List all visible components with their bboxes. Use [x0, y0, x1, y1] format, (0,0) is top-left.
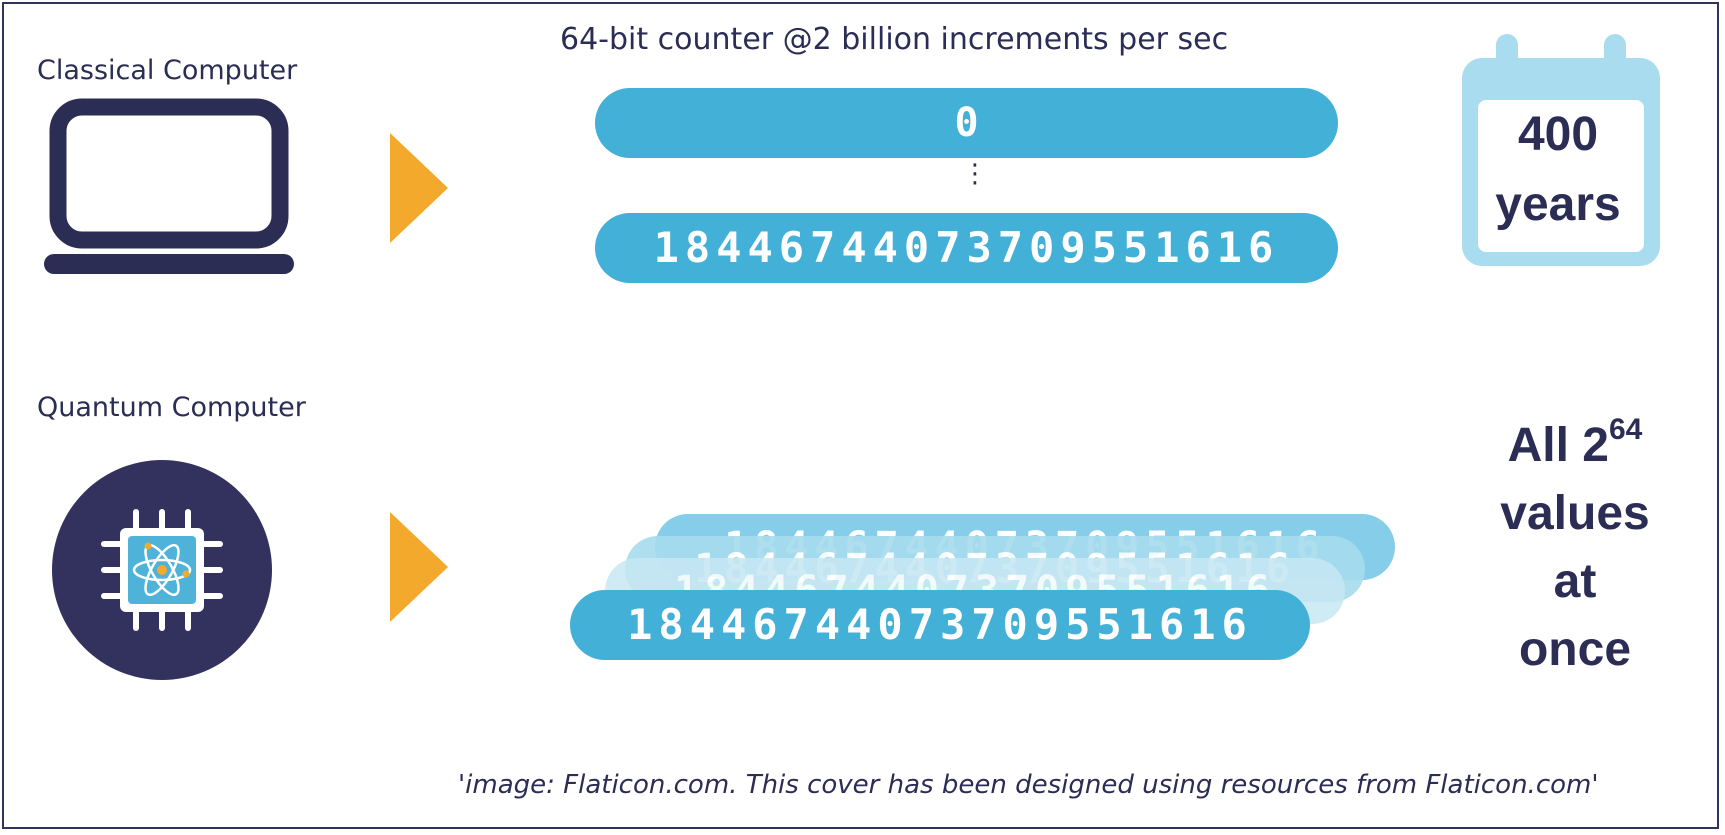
exponent: 64: [1609, 413, 1643, 446]
laptop-icon: [44, 98, 294, 274]
counter-title: 64-bit counter @2 billion increments per…: [560, 22, 1229, 57]
counter-max-bar: 18446744073709551616: [595, 213, 1338, 283]
image-credit: 'image: Flaticon.com. This cover has bee…: [458, 770, 1599, 800]
arrow-right-icon: [390, 512, 448, 622]
quantum-label: Quantum Computer: [37, 392, 306, 423]
result-line-1: All 264: [1507, 413, 1643, 473]
classical-label: Classical Computer: [37, 55, 298, 86]
classical-result: 400 years: [1460, 100, 1656, 240]
quantum-chip-icon: [52, 460, 272, 680]
result-line-4: once: [1518, 623, 1632, 676]
result-line-2: values: [1500, 487, 1650, 540]
arrow-right-icon: [390, 133, 448, 243]
ellipsis: ⋮: [962, 159, 988, 189]
result-value: 400: [1517, 108, 1599, 161]
result-unit: years: [1495, 178, 1621, 231]
counter-start-bar: 0: [595, 88, 1338, 158]
quantum-counter-bar: 18446744073709551616: [570, 590, 1310, 660]
calendar-icon: [1462, 34, 1660, 266]
result-line-3: at: [1553, 555, 1597, 608]
quantum-result: All 264 values at once: [1450, 412, 1700, 684]
